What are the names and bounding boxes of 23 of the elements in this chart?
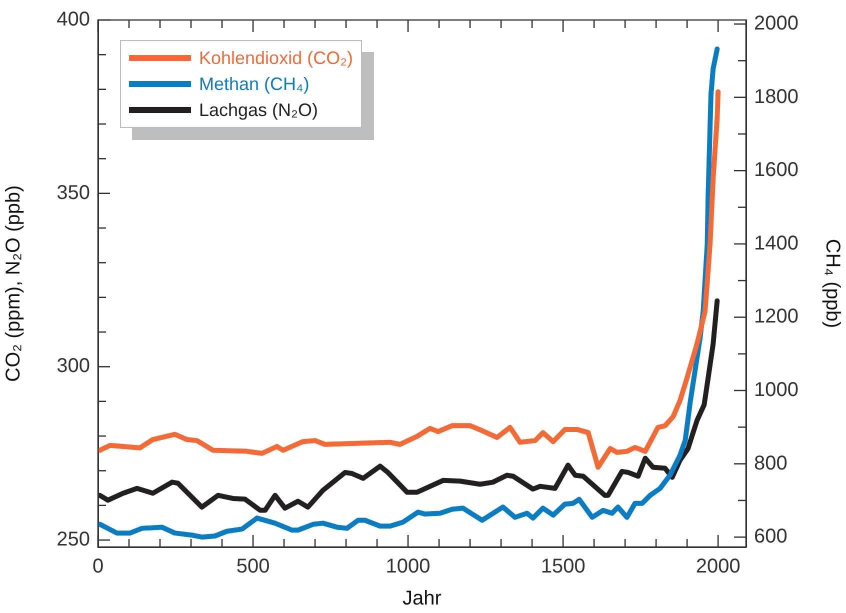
y-tick-label: 300 (56, 355, 90, 378)
y2-tick-label: 1600 (754, 159, 798, 182)
y-tick-label: 250 (56, 528, 90, 551)
y2-tick-label: 1200 (754, 306, 798, 328)
x-tick-label: 500 (236, 556, 270, 578)
y-axis-title: CO₂ (ppm), N₂O (ppb) (2, 185, 25, 382)
x-axis-title: Jahr (402, 588, 442, 610)
legend-label: Methan (CH₄) (199, 73, 310, 96)
y2-tick-label: 1400 (754, 232, 798, 254)
legend-label: Lachgas (N₂O) (199, 99, 318, 122)
x-tick-label: 1000 (386, 556, 430, 578)
legend-label: Kohlendioxid (CO₂) (199, 47, 354, 70)
y2-tick-label: 600 (754, 526, 788, 548)
y2-axis-title: CH₄ (ppb) (821, 238, 844, 328)
y2-tick-label: 1800 (754, 86, 798, 108)
y-tick-label: 350 (56, 182, 90, 204)
y2-tick-label: 800 (754, 452, 788, 474)
x-tick-label: 1500 (540, 556, 586, 578)
y-tick-label: 400 (56, 8, 90, 31)
y2-tick-label: 2000 (754, 12, 798, 35)
x-tick-label: 2000 (696, 556, 740, 578)
x-tick-label: 0 (92, 556, 104, 578)
y2-tick-label: 1000 (754, 379, 798, 402)
